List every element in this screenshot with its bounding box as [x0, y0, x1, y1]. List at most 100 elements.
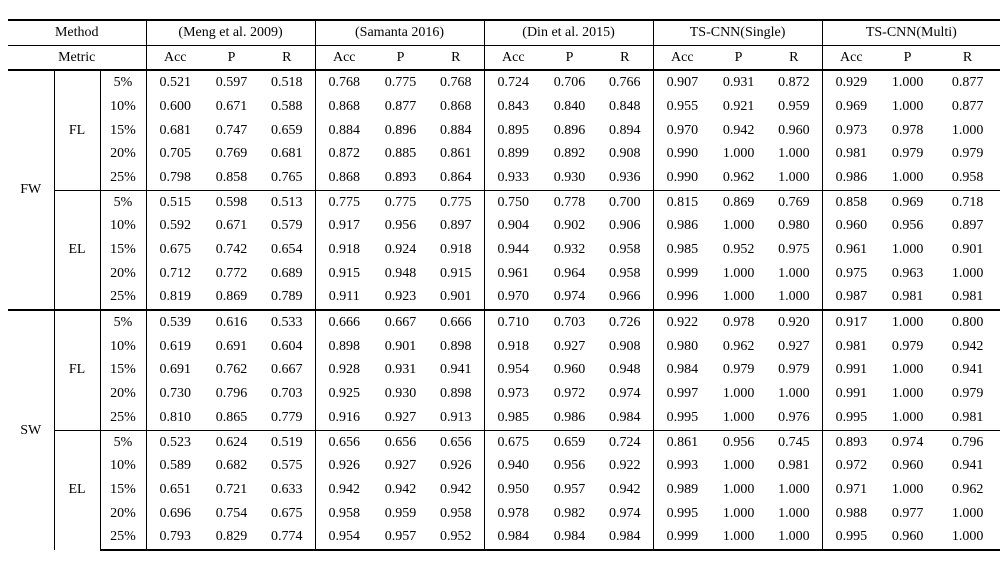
value-cell: 0.726	[597, 309, 654, 335]
value-cell: 0.656	[315, 429, 374, 455]
value-cell: 1.000	[722, 458, 755, 474]
table-row: 15% 0.675 0.742 0.654 0.918 0.924 0.918 0.944 0.…	[8, 238, 1000, 262]
metric-header-cell: R	[935, 44, 1001, 71]
value-cell: 0.942	[428, 478, 485, 502]
value-cell: 0.633	[259, 478, 316, 502]
value-cell: 0.589	[159, 458, 192, 474]
metric-header-cell: Acc	[653, 44, 712, 71]
value-cell: 0.911	[328, 289, 360, 305]
value-cell: 0.651	[159, 481, 192, 497]
value-cell: 0.712	[159, 265, 192, 281]
value-cell: 1.000	[891, 98, 924, 114]
table-row: SW FL 5% 0.539 0.616 0.533 0.666 0.667 0.666 0.71…	[8, 309, 1001, 551]
value-cell: 0.659	[259, 118, 316, 143]
value-cell: 0.995	[835, 409, 868, 425]
value-cell: 0.924	[384, 242, 417, 258]
value-cell: 0.667	[259, 358, 316, 383]
value-cell: 0.681	[159, 122, 192, 138]
metric-header-cell: P	[711, 44, 767, 71]
percentage-cell: 15%	[100, 238, 147, 262]
value-cell: 1.000	[722, 218, 755, 234]
value-cell: 0.884	[328, 122, 361, 138]
value-cell: 0.742	[215, 242, 248, 258]
value-cell: 0.775	[373, 69, 429, 96]
value-cell: 0.942	[951, 338, 984, 354]
subgroup-label: EL	[54, 429, 101, 551]
value-cell: 0.960	[880, 525, 936, 552]
value-cell: 0.775	[373, 189, 429, 215]
percentage-cell: 15%	[100, 478, 147, 502]
value-cell: 0.973	[835, 122, 868, 138]
table-row: 10% 0.589 0.682 0.575 0.926 0.927 0.926 0.940 0.…	[8, 454, 1000, 479]
value-cell: 0.979	[891, 146, 924, 162]
value-cell: 0.991	[835, 386, 868, 402]
value-cell: 0.970	[497, 289, 530, 305]
value-cell: 0.920	[766, 309, 823, 335]
value-cell: 0.793	[146, 525, 204, 552]
table-row: 25% 0.793 0.829 0.774 0.954 0.957 0.952 0.984 0.…	[8, 525, 1001, 552]
value-cell: 0.975	[766, 238, 823, 262]
percentage-cell: 10%	[100, 95, 147, 119]
value-cell: 0.819	[159, 289, 192, 305]
value-cell: 0.987	[835, 289, 868, 305]
value-cell: 0.843	[497, 98, 530, 114]
table-row: 20% 0.730 0.796 0.703 0.925 0.930 0.898 0.973 0.…	[8, 382, 1000, 406]
value-cell: 0.981	[766, 454, 823, 479]
value-cell: 0.899	[497, 146, 530, 162]
value-cell: 0.747	[215, 122, 248, 138]
value-cell: 1.000	[880, 309, 936, 335]
percentage-cell: 20%	[100, 261, 147, 286]
value-cell: 0.960	[835, 218, 868, 234]
value-cell: 0.913	[428, 406, 485, 431]
value-cell: 0.995	[822, 525, 881, 552]
metric-label: Metric	[8, 44, 147, 71]
value-cell: 1.000	[951, 505, 984, 521]
value-cell: 1.000	[722, 505, 755, 521]
value-cell: 1.000	[722, 481, 755, 497]
metric-header-cell: P	[204, 44, 259, 71]
value-cell: 0.768	[428, 69, 485, 96]
value-cell: 1.000	[766, 501, 823, 526]
value-cell: 0.962	[722, 169, 755, 185]
value-cell: 0.904	[497, 218, 530, 234]
table-row: 25% 0.810 0.865 0.779 0.916 0.927 0.913 0.985 0.…	[8, 406, 1000, 431]
value-cell: 0.730	[159, 386, 192, 402]
value-cell: 0.962	[951, 481, 984, 497]
value-cell: 0.877	[384, 98, 417, 114]
value-cell: 0.941	[951, 362, 984, 378]
value-cell: 0.963	[891, 265, 924, 281]
value-cell: 0.956	[891, 218, 924, 234]
subgroup-label: FL	[54, 69, 101, 191]
percentage-cell: 15%	[100, 118, 147, 143]
value-cell: 0.768	[315, 69, 374, 96]
value-cell: 1.000	[722, 265, 755, 281]
value-cell: 0.996	[666, 289, 699, 305]
table-row: 15% 0.681 0.747 0.659 0.884 0.896 0.884 0.895 0.…	[8, 118, 1000, 143]
value-cell: 0.969	[835, 98, 868, 114]
table-row: 10% 0.600 0.671 0.588 0.868 0.877 0.868 0.843 0.…	[8, 95, 1000, 119]
value-cell: 0.926	[428, 454, 485, 479]
value-cell: 0.893	[822, 429, 881, 455]
value-cell: 0.961	[835, 242, 868, 258]
method-header-row: Method (Meng et al. 2009) (Samanta 2016)…	[8, 18, 1001, 46]
value-cell: 0.958	[328, 505, 361, 521]
percentage-cell: 5%	[100, 429, 147, 455]
metric-header-cell: Acc	[822, 44, 881, 71]
value-cell: 1.000	[722, 386, 755, 402]
value-cell: 0.877	[935, 69, 1001, 96]
value-cell: 0.952	[722, 242, 755, 258]
value-cell: 0.916	[328, 409, 361, 425]
value-cell: 0.993	[666, 458, 699, 474]
table-row: 20% 0.712 0.772 0.689 0.915 0.948 0.915 0.961 0.…	[8, 261, 1000, 286]
value-cell: 0.952	[428, 525, 485, 552]
value-cell: 0.921	[722, 98, 755, 114]
table-row: FW FL 5% 0.521 0.597 0.518 0.768 0.775 0.768 0.72…	[8, 69, 1001, 311]
value-cell: 1.000	[766, 261, 823, 286]
value-cell: 0.869	[215, 289, 248, 305]
value-cell: 0.619	[159, 338, 192, 354]
value-cell: 0.955	[666, 98, 699, 114]
value-cell: 0.775	[428, 189, 485, 215]
value-cell: 0.724	[484, 69, 543, 96]
table-row: EL 5% 0.515 0.598 0.513 0.775 0.775 0.775 0.750 0…	[8, 189, 1001, 311]
table-row: EL 5% 0.523 0.624 0.519 0.656 0.656 0.656 0.675 0…	[8, 429, 1001, 551]
